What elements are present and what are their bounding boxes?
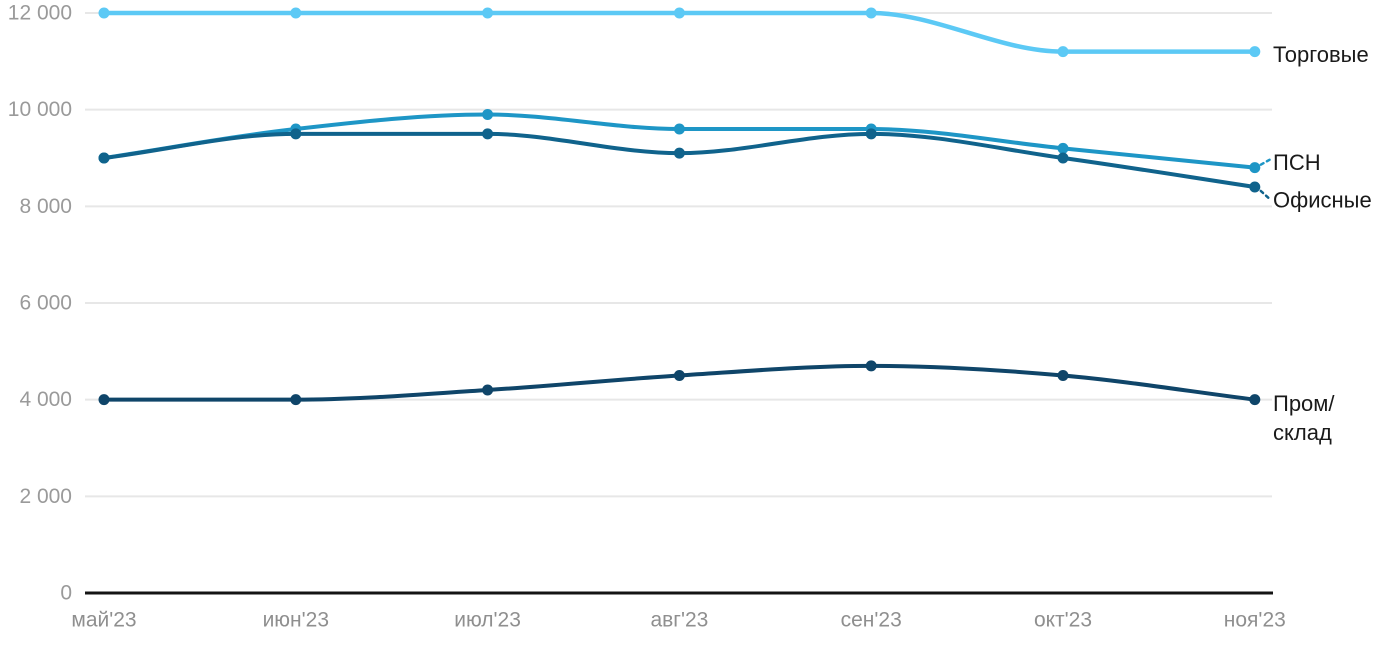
series-label-Пром/склад: Пром/: [1273, 391, 1335, 416]
data-point-Офисные-сен'23: [865, 128, 877, 140]
data-point-Торговые-авг'23: [673, 7, 685, 19]
data-point-Пром/склад-июн'23: [290, 394, 302, 406]
data-point-ПСН-авг'23: [673, 123, 685, 135]
x-tick-label: июн'23: [263, 609, 329, 632]
data-point-ПСН-окт'23: [1057, 142, 1069, 154]
data-point-Торговые-ноя'23: [1249, 46, 1261, 58]
data-point-Офисные-авг'23: [673, 147, 685, 159]
data-point-Офисные-июл'23: [482, 128, 494, 140]
x-tick-label: авг'23: [650, 609, 708, 632]
data-point-Пром/склад-авг'23: [673, 370, 685, 381]
data-point-Пром/склад-окт'23: [1057, 370, 1069, 381]
data-point-Офисные-ноя'23: [1249, 181, 1261, 193]
y-tick-label: 12 000: [8, 2, 72, 25]
x-tick-label: ноя'23: [1224, 609, 1286, 632]
label-connector-Офисные: [1259, 189, 1272, 201]
series-label-Пром/склад: склад: [1273, 420, 1332, 445]
x-tick-label: июл'23: [454, 609, 521, 632]
series-label-ПСН: ПСН: [1273, 150, 1321, 175]
y-tick-label: 4 000: [19, 388, 72, 411]
data-point-Торговые-июл'23: [482, 7, 494, 19]
data-point-Торговые-окт'23: [1057, 46, 1069, 58]
y-tick-label: 6 000: [19, 292, 72, 315]
y-tick-label: 0: [60, 582, 72, 605]
data-point-ПСН-июл'23: [482, 109, 494, 120]
series-label-Торговые: Торговые: [1273, 42, 1369, 67]
series-line-Торговые: [101, 10, 1258, 54]
label-connector-ПСН: [1259, 158, 1272, 166]
y-tick-label: 8 000: [19, 195, 72, 218]
x-tick-label: окт'23: [1034, 609, 1092, 632]
x-tick-label: май'23: [71, 609, 136, 632]
data-point-Торговые-сен'23: [865, 7, 877, 19]
data-point-Пром/склад-май'23: [98, 394, 110, 406]
y-tick-label: 2 000: [19, 485, 72, 508]
data-point-Пром/склад-сен'23: [865, 360, 877, 372]
data-point-Торговые-июн'23: [290, 7, 302, 19]
x-tick-label: сен'23: [841, 609, 902, 632]
data-point-Пром/склад-ноя'23: [1249, 394, 1261, 406]
data-point-Офисные-май'23: [98, 152, 110, 164]
data-point-Торговые-май'23: [98, 7, 110, 19]
data-point-Офисные-июн'23: [290, 128, 302, 140]
data-point-Офисные-окт'23: [1057, 152, 1069, 164]
y-tick-label: 10 000: [8, 98, 72, 121]
data-point-Пром/склад-июл'23: [482, 384, 494, 396]
data-point-ПСН-ноя'23: [1249, 162, 1261, 174]
series-line-Офисные: [102, 131, 1257, 189]
series-label-Офисные: Офисные: [1273, 188, 1372, 213]
